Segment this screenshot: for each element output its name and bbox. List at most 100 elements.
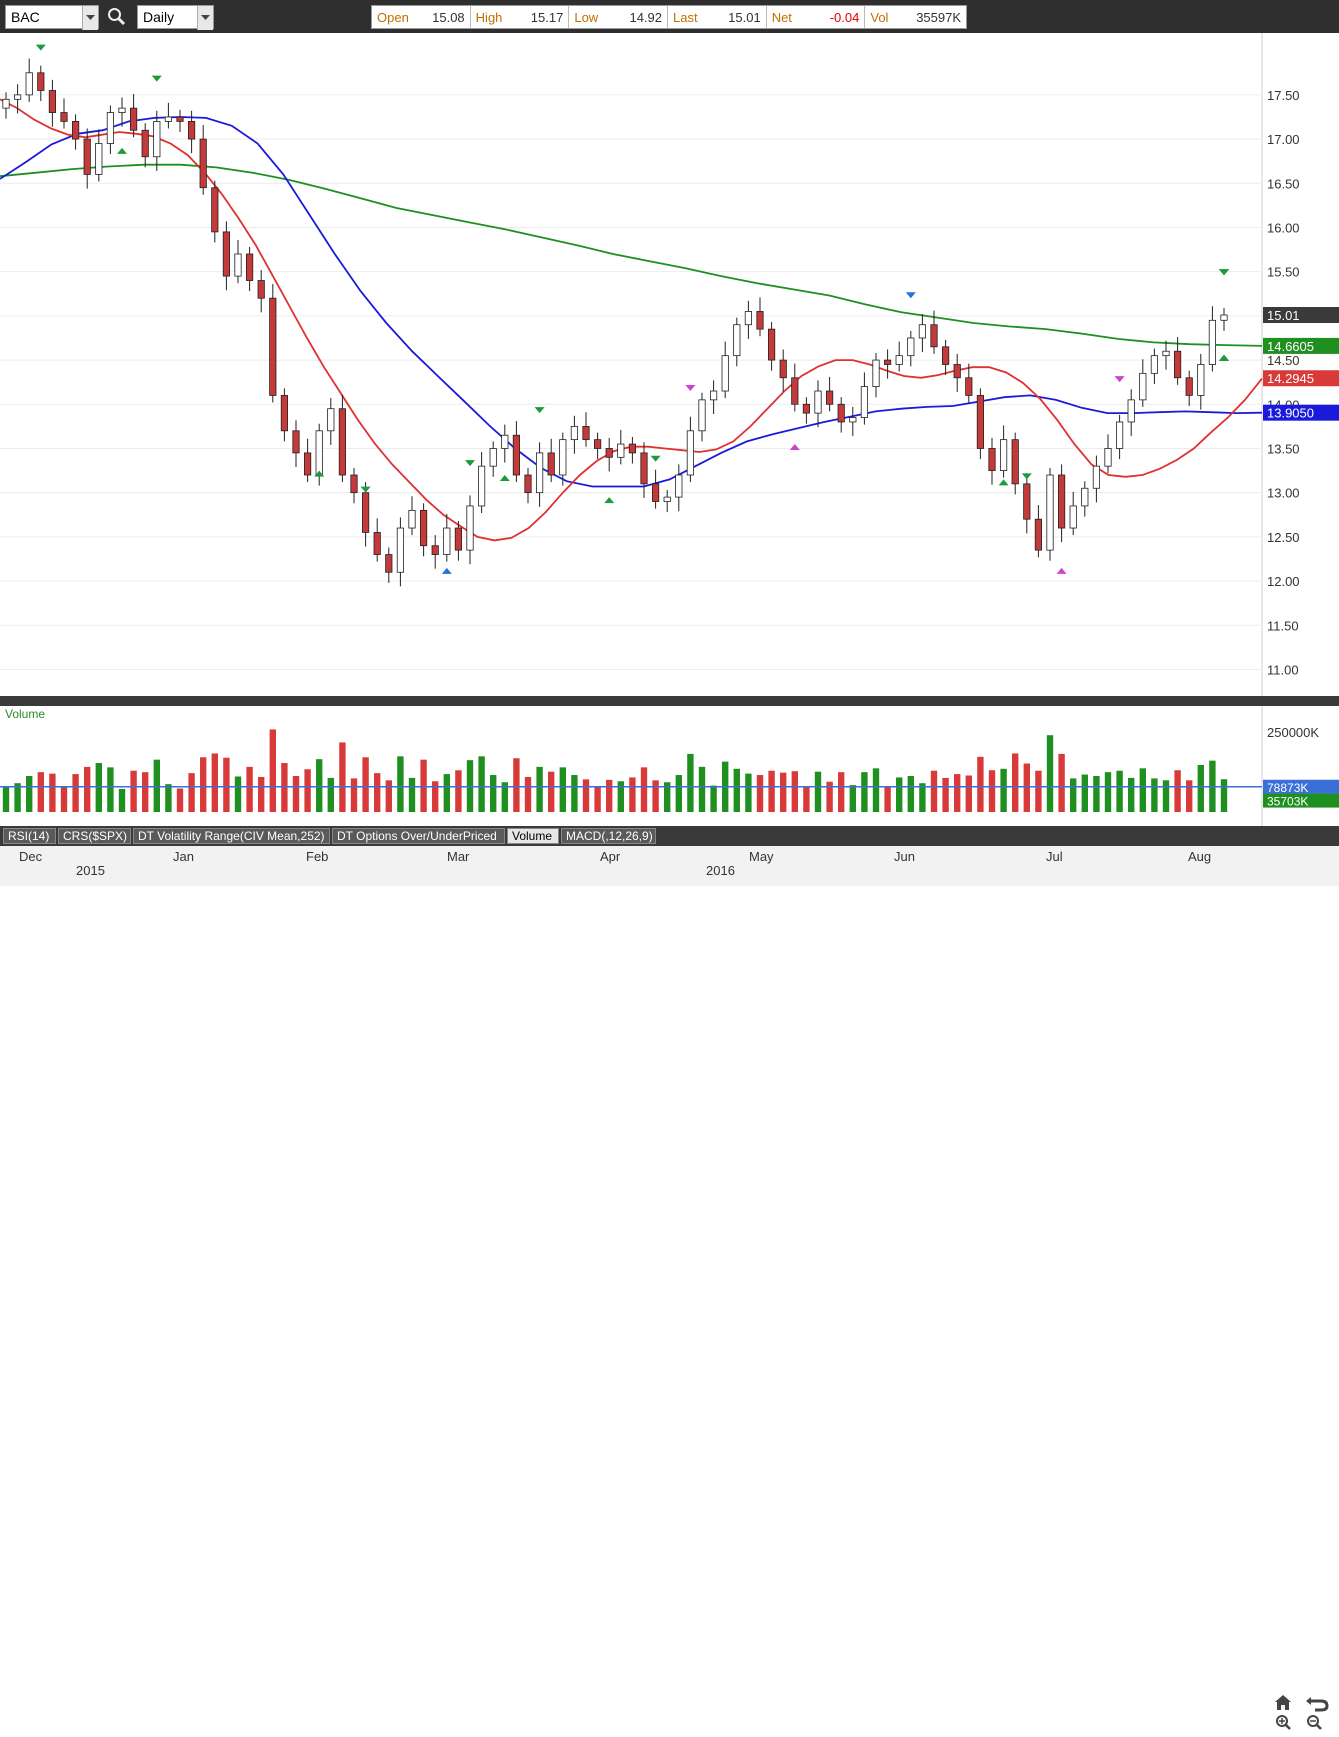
candle-body <box>106 112 114 144</box>
search-icon[interactable] <box>106 6 128 28</box>
toolbar: BAC Daily Open 15.08 High 15.17 Low 14.92 L… <box>0 0 1339 33</box>
zoom-in-icon[interactable] <box>1276 1715 1291 1730</box>
candle <box>756 297 764 337</box>
pivot-marker <box>117 147 127 154</box>
price-tick-label: 12.00 <box>1267 574 1300 589</box>
candle-body <box>721 355 729 392</box>
symbol-dropdown-button[interactable] <box>82 6 98 30</box>
month-label: Mar <box>447 849 470 864</box>
candle <box>72 114 80 150</box>
tab-macd[interactable]: MACD(,12,26,9) <box>561 828 656 844</box>
tab-options-over-underpriced[interactable]: DT Options Over/UnderPriced <box>332 828 505 844</box>
candle-body <box>315 430 323 476</box>
price-tag-bg <box>1263 370 1339 387</box>
candle <box>431 535 439 569</box>
volume-ticks: 250000K <box>1267 725 1319 740</box>
candle <box>686 416 694 483</box>
price-chart[interactable]: 11.0011.5012.0012.5013.0013.5014.0014.50… <box>0 33 1339 696</box>
price-tag-bg <box>1263 337 1339 354</box>
candle-body <box>524 474 532 494</box>
volume-bar <box>385 780 392 812</box>
candle-body <box>1185 377 1193 396</box>
candle-body <box>744 311 752 326</box>
tab-rsi[interactable]: RSI(14) <box>3 828 56 844</box>
price-tag-label: 14.6605 <box>1267 339 1314 354</box>
volume-bar <box>664 782 671 812</box>
tab-crs[interactable]: CRS($SPX) <box>58 828 131 844</box>
candle-body <box>779 359 787 379</box>
volume-bar <box>814 771 822 812</box>
volume-bar <box>211 753 218 812</box>
candle-body <box>617 443 625 458</box>
volume-bar <box>142 772 149 812</box>
tab-volume[interactable]: Volume <box>507 828 559 844</box>
candle <box>176 109 184 133</box>
candle-body <box>663 496 671 502</box>
volume-bar <box>188 773 195 812</box>
candle <box>199 124 207 195</box>
volume-bar <box>1012 753 1019 812</box>
candle <box>675 464 683 512</box>
period-dropdown-button[interactable] <box>197 6 213 30</box>
candle-body <box>1011 439 1019 485</box>
volume-bar <box>292 776 300 812</box>
candle-body <box>895 355 903 365</box>
candle-body <box>199 138 207 189</box>
plot-area <box>0 33 1262 696</box>
pivot-marker <box>465 460 475 467</box>
pivot-marker <box>1056 567 1067 574</box>
candle-body <box>907 337 915 357</box>
candle-body <box>501 434 509 449</box>
zoom-out-icon[interactable] <box>1307 1715 1322 1730</box>
candle <box>1011 432 1019 495</box>
volume-bar <box>954 774 961 812</box>
volume-bar <box>490 775 497 812</box>
candle <box>443 513 451 562</box>
candle-body <box>25 72 33 96</box>
volume-bar <box>420 759 427 812</box>
candle <box>826 376 834 412</box>
candle <box>1174 337 1182 385</box>
candle <box>802 397 810 424</box>
candle <box>489 441 497 477</box>
tab-volatility-range[interactable]: DT Volatility Range(CIV Mean,252) <box>133 828 330 844</box>
candle <box>1116 414 1124 460</box>
home-icon[interactable] <box>1275 1695 1291 1710</box>
candle <box>907 330 915 367</box>
candle-body <box>48 90 56 113</box>
pane-splitter[interactable] <box>0 696 1339 706</box>
volume-bar <box>524 776 532 812</box>
candle-body <box>1092 465 1100 489</box>
candle <box>1220 307 1228 331</box>
volume-bar <box>1151 778 1158 812</box>
candle-body <box>1081 487 1089 507</box>
month-label: Feb <box>306 849 329 864</box>
quote-net: Net -0.04 <box>767 6 866 28</box>
candle <box>536 442 544 507</box>
candle <box>501 424 509 463</box>
candle <box>1000 425 1008 478</box>
volume-bar <box>37 772 44 812</box>
volume-bar <box>339 742 346 812</box>
candle <box>1023 473 1031 534</box>
pivot-marker <box>360 486 371 493</box>
volume-bar <box>617 781 624 812</box>
undo-icon[interactable] <box>1306 1697 1329 1712</box>
period-select[interactable]: Daily <box>137 5 214 30</box>
candle <box>478 452 486 514</box>
volume-bar <box>246 766 253 812</box>
candle <box>744 300 752 339</box>
candle <box>95 129 103 182</box>
candle <box>791 363 799 412</box>
candle <box>14 84 22 114</box>
volume-bar <box>165 784 172 812</box>
volume-bar <box>1197 764 1204 812</box>
price-tag-label: 15.01 <box>1267 308 1300 323</box>
volume-bar <box>153 759 160 812</box>
symbol-input[interactable]: BAC <box>5 5 99 30</box>
symbol-text: BAC <box>11 9 40 25</box>
candle-body <box>559 439 567 476</box>
candle-body <box>814 390 822 414</box>
